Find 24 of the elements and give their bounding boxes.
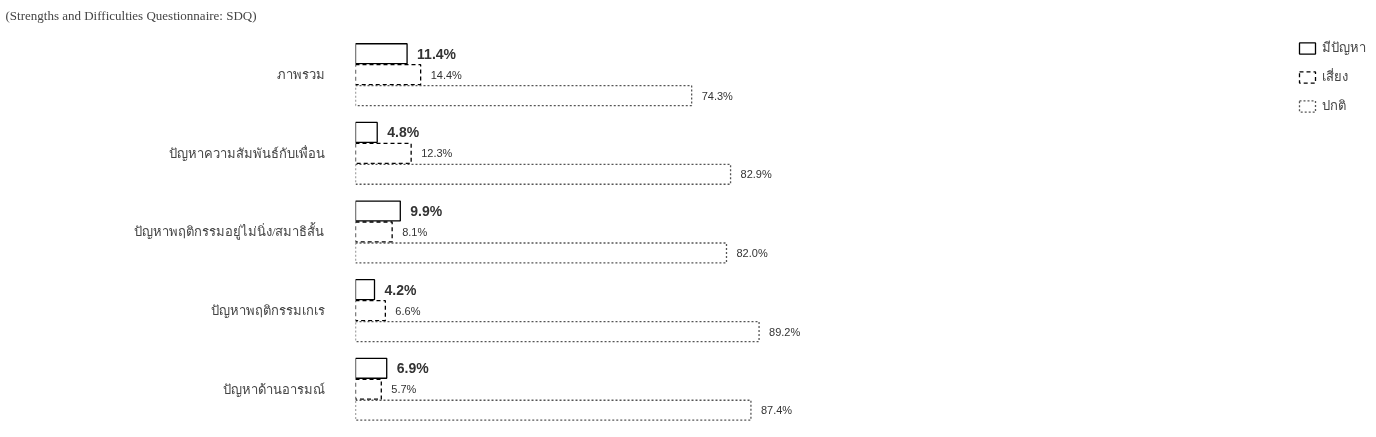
data-label: 6.6% (395, 304, 421, 317)
data-label: 4.2% (384, 281, 417, 298)
data-label: 14.4% (430, 68, 463, 81)
y-tick-label: ปัญหาพฤติกรรมอยู่ไม่นิ่ง/สมาธิสั้น (133, 222, 325, 241)
text: (Strengths and Difficulties Questionnaire: SDQ) (5, 7, 257, 23)
data-label: 74.3% (701, 89, 734, 102)
data-label: 4.8% (387, 124, 420, 141)
data-label: 8.1% (402, 225, 428, 238)
data-label: 89.2% (769, 325, 801, 338)
data-label: 11.4% (417, 45, 457, 62)
data-label: 87.4% (760, 404, 793, 417)
y-tick-label: ปัญหาความสัมพันธ์กับเพื่อน (168, 144, 325, 161)
data-label: 82.0% (736, 246, 768, 259)
y-tick-label: ภาพรวม (276, 67, 325, 83)
y-tick-label: ปัญหาด้านอารมณ์ (222, 381, 325, 397)
legend-label: เสี่ยง (1322, 67, 1348, 86)
data-label: 5.7% (391, 383, 417, 396)
data-label: 82.9% (740, 168, 772, 181)
data-label: 6.9% (396, 360, 430, 377)
y-tick-label: ปัญหาพฤติกรรมเกเร (210, 303, 325, 319)
legend-label: มีปัญหา (1322, 39, 1366, 57)
data-label: 12.3% (421, 147, 453, 160)
legend-label: ปกติ (1322, 97, 1346, 115)
data-label: 9.9% (410, 203, 443, 219)
